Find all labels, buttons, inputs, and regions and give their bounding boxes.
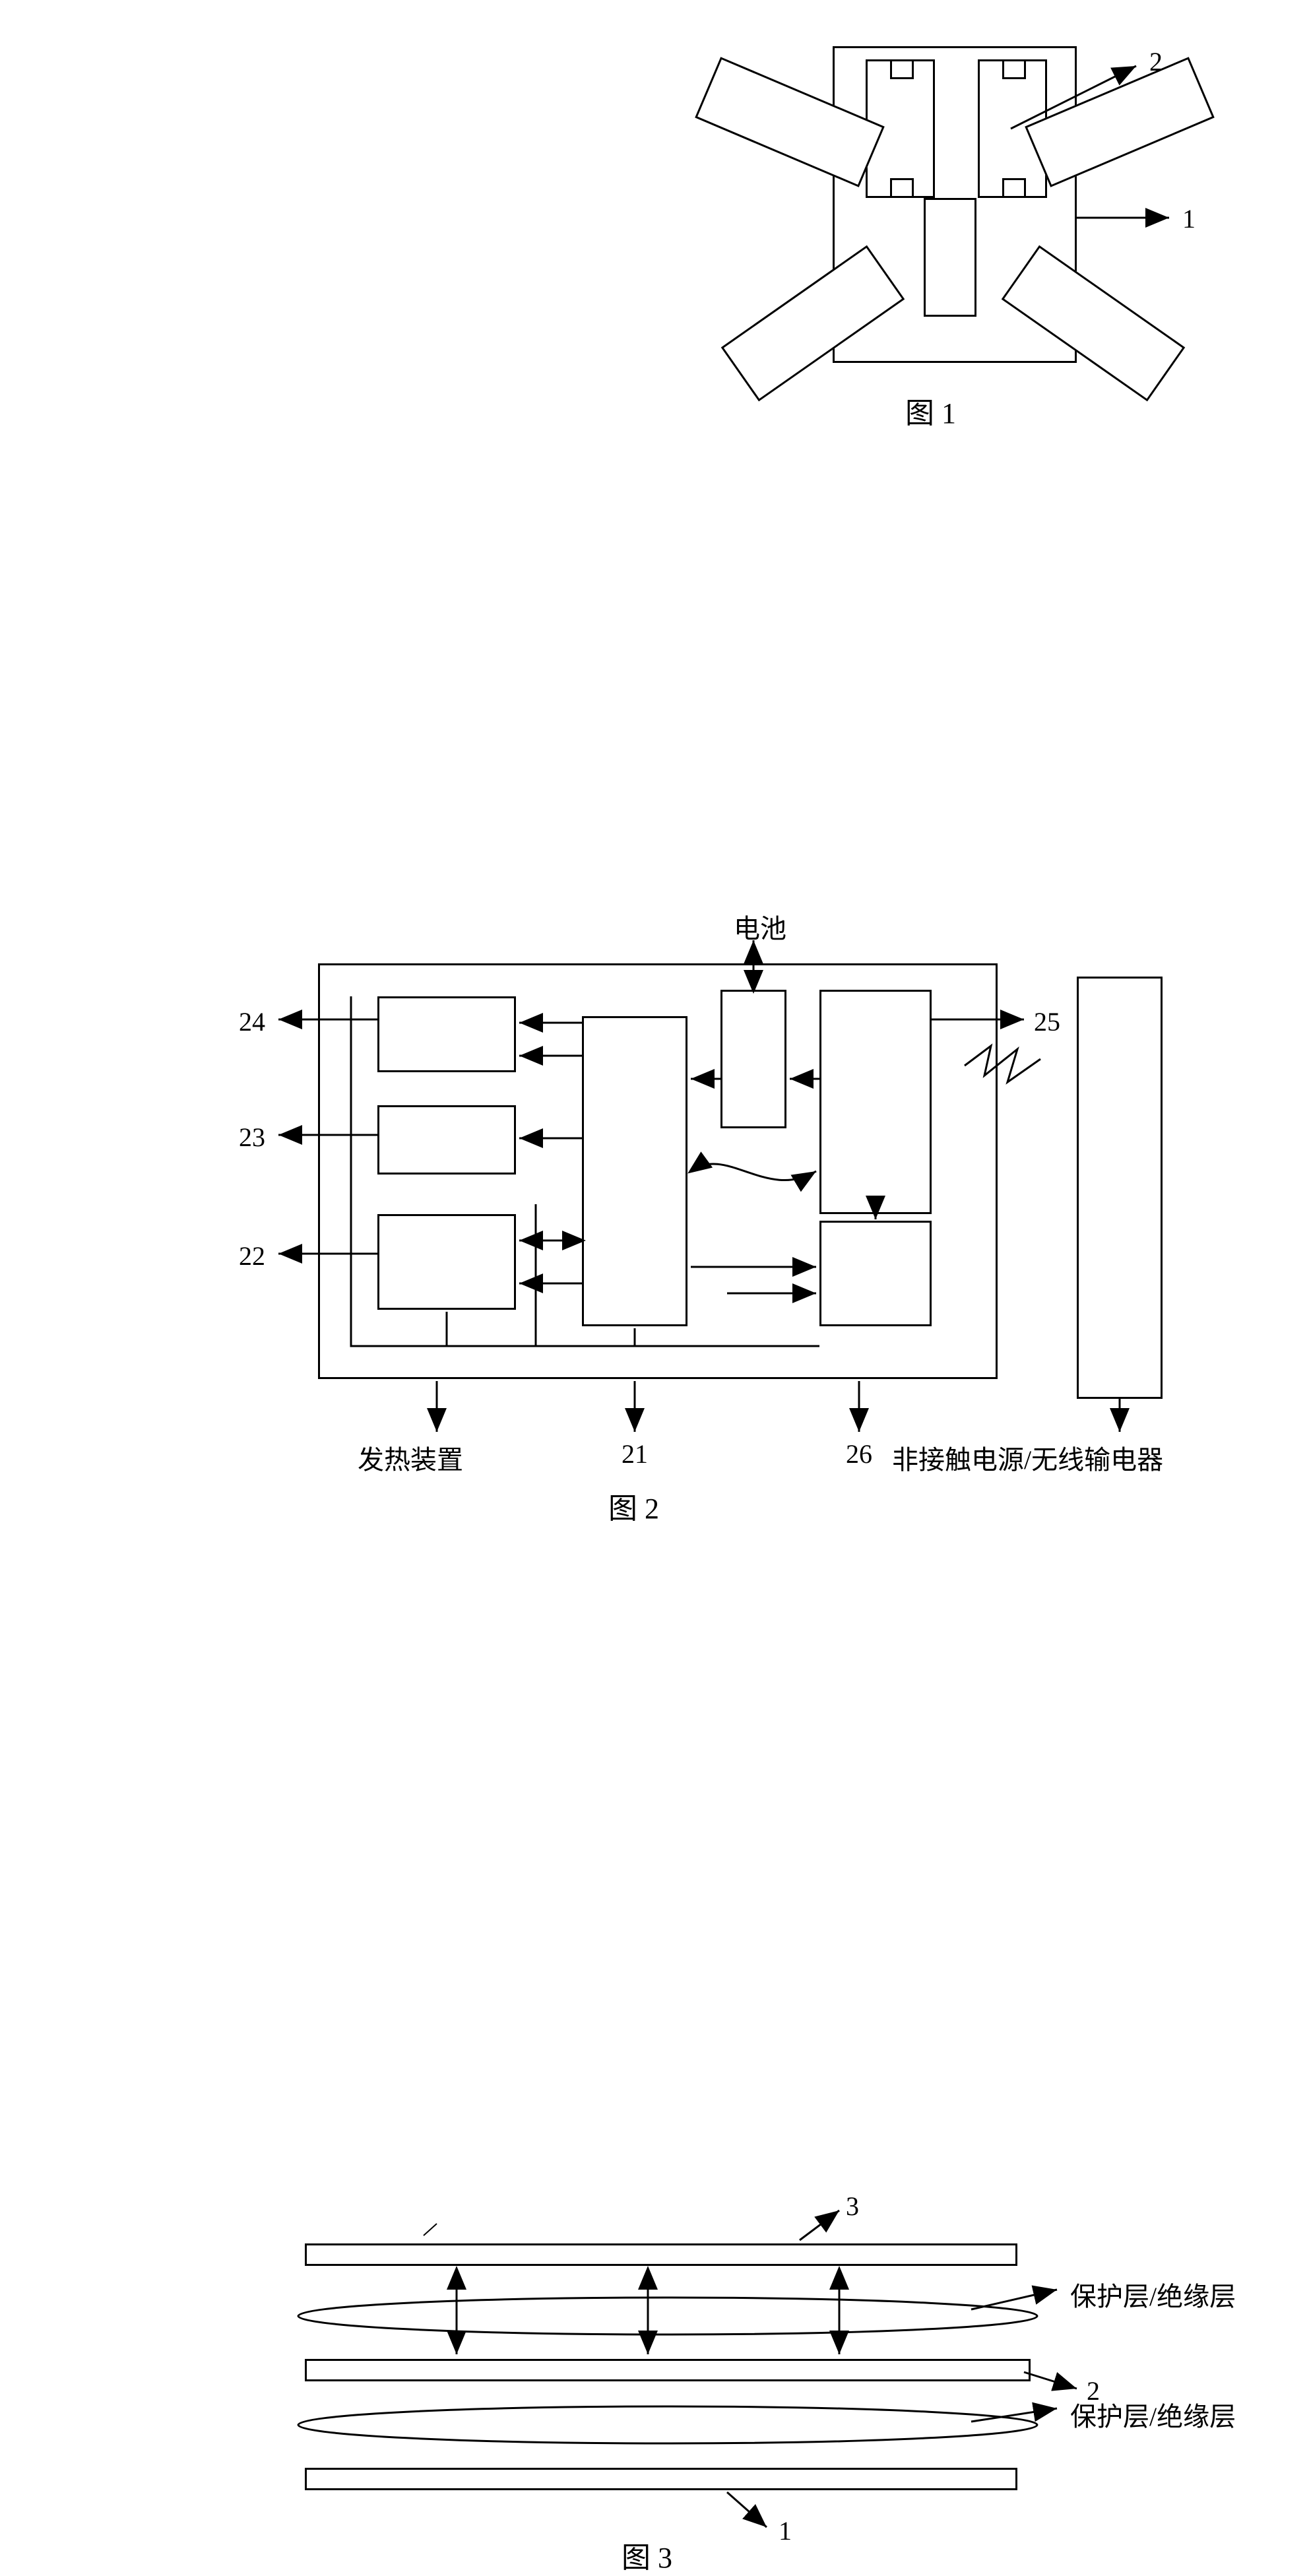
fig3-label-insulation-upper: 保护层/绝缘层 bbox=[1070, 2275, 1236, 2313]
fig2-label-battery: 电池 bbox=[734, 907, 786, 946]
fig1-callout-2: 2 bbox=[1149, 46, 1163, 77]
fig3-arrows bbox=[226, 2204, 1281, 2573]
fig2-connectors bbox=[226, 911, 1281, 1518]
fig2-label-21: 21 bbox=[622, 1438, 648, 1469]
fig2-caption: 图 2 bbox=[608, 1485, 659, 1527]
fig2-label-24: 24 bbox=[239, 1006, 265, 1037]
fig1-caption: 图 1 bbox=[905, 389, 956, 432]
fig2-label-25: 25 bbox=[1034, 1006, 1060, 1037]
fig2-label-22: 22 bbox=[239, 1240, 265, 1272]
fig3-caption: 图 3 bbox=[622, 2534, 672, 2576]
fig2-label-heater: 发热装置 bbox=[358, 1438, 463, 1477]
fig3-callout-3: 3 bbox=[846, 2191, 859, 2222]
fig3-label-insulation-lower: 保护层/绝缘层 bbox=[1070, 2395, 1236, 2433]
fig2-label-23: 23 bbox=[239, 1122, 265, 1153]
fig1-callout-1: 1 bbox=[1182, 203, 1196, 234]
figure-1: 2 1 图 1 bbox=[622, 26, 1281, 435]
fig3-callout-1: 1 bbox=[779, 2515, 792, 2546]
fig2-label-wireless: 非接触电源/无线输电器 bbox=[892, 1438, 1163, 1477]
figure-3: 3 保护层/绝缘层 2 保护层/绝缘层 1 图 3 bbox=[226, 2204, 1281, 2573]
fig2-label-26: 26 bbox=[846, 1438, 872, 1469]
figure-2: 电池 24 23 22 25 发热装置 21 26 非接触电源/无线输电器 图 … bbox=[226, 911, 1281, 1518]
